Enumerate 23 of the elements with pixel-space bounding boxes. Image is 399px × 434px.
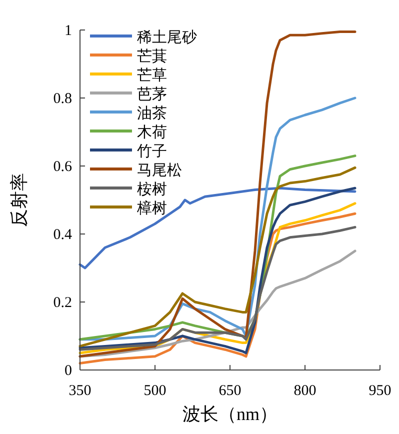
legend-label: 竹子: [137, 143, 167, 160]
y-tick-label: 0.6: [53, 159, 72, 175]
x-tick-label: 800: [294, 383, 316, 399]
legend-label: 芭茅: [137, 86, 167, 103]
legend-label: 稀土尾砂: [137, 29, 197, 46]
y-tick-label: 0.2: [53, 295, 72, 311]
x-tick-label: 350: [68, 383, 92, 399]
y-tick-label: 0.8: [53, 91, 72, 107]
x-axis-title: 波长（nm）: [182, 404, 278, 424]
y-tick-label: 0.4: [53, 227, 72, 243]
y-tick-label: 0: [64, 363, 72, 379]
legend-label: 木荷: [137, 124, 167, 141]
x-tick-label: 950: [368, 383, 392, 399]
legend-label: 芒萁: [137, 48, 167, 65]
legend-label: 油茶: [137, 105, 167, 122]
legend-label: 桉树: [137, 181, 167, 198]
y-tick-label: 1: [64, 23, 72, 39]
y-axis-title: 反射率: [9, 173, 29, 227]
x-tick-label: 500: [144, 383, 166, 399]
legend-label: 樟树: [136, 200, 167, 217]
legend-label: 芒草: [137, 67, 167, 84]
x-tick-label: 650: [218, 383, 242, 399]
legend-label: 马尾松: [137, 162, 182, 179]
